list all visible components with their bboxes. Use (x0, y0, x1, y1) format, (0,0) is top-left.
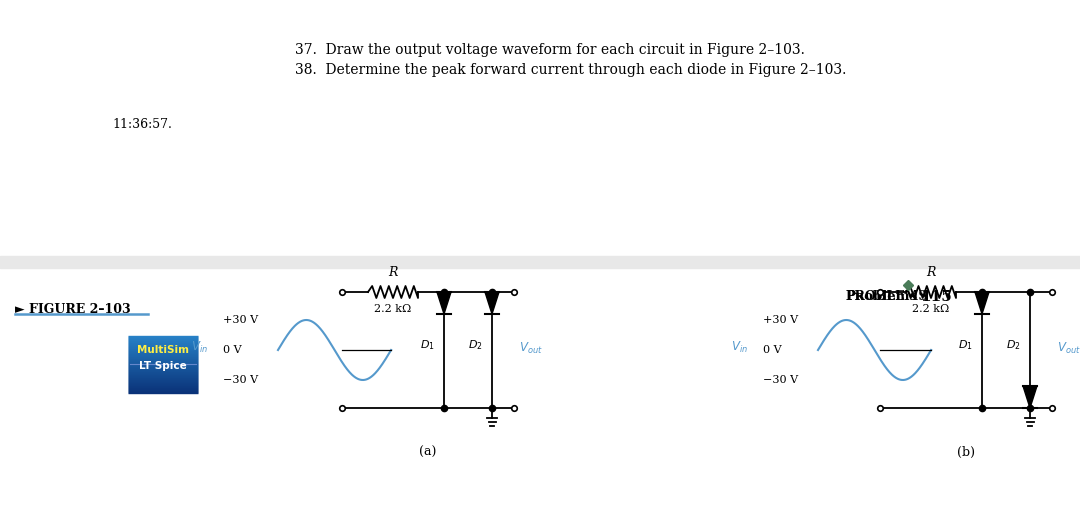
Text: ► FIGURE 2–103: ► FIGURE 2–103 (15, 303, 131, 316)
Text: $V_{in}$: $V_{in}$ (191, 339, 208, 354)
Text: PROBLEMS: PROBLEMS (845, 290, 928, 303)
Text: R: R (389, 266, 397, 279)
Polygon shape (437, 292, 451, 314)
Text: 11:36:57.: 11:36:57. (112, 118, 172, 131)
Text: R: R (927, 266, 935, 279)
Text: $D_1$: $D_1$ (958, 338, 973, 352)
Text: −30 V: −30 V (222, 375, 258, 385)
Text: (a): (a) (419, 446, 436, 459)
Polygon shape (1023, 386, 1037, 408)
Text: 0 V: 0 V (762, 345, 782, 355)
Text: $D_2$: $D_2$ (469, 338, 483, 352)
Text: +30 V: +30 V (762, 315, 798, 325)
Polygon shape (485, 292, 499, 314)
Text: 0 V: 0 V (222, 345, 242, 355)
Text: 2.2 kΩ: 2.2 kΩ (913, 304, 949, 314)
Text: $V_{out}$: $V_{out}$ (1057, 340, 1080, 355)
Text: +30 V: +30 V (222, 315, 258, 325)
Text: Pʀoblems: Pʀoblems (845, 290, 917, 303)
Text: 115: 115 (920, 290, 951, 304)
Text: $V_{out}$: $V_{out}$ (519, 340, 543, 355)
Polygon shape (975, 292, 989, 314)
Text: MultiSim: MultiSim (137, 345, 189, 355)
Text: (b): (b) (957, 446, 975, 459)
Bar (0, 256, 1080, 268)
Text: 38.  Determine the peak forward current through each diode in Figure 2–103.: 38. Determine the peak forward current t… (295, 63, 847, 77)
Text: $D_1$: $D_1$ (420, 338, 435, 352)
Text: −30 V: −30 V (762, 375, 798, 385)
Text: LT Spice: LT Spice (139, 361, 187, 371)
Text: 37.  Draw the output voltage waveform for each circuit in Figure 2–103.: 37. Draw the output voltage waveform for… (295, 43, 805, 57)
Text: $D_2$: $D_2$ (1007, 338, 1021, 352)
Text: $V_{in}$: $V_{in}$ (731, 339, 748, 354)
Text: 2.2 kΩ: 2.2 kΩ (375, 304, 411, 314)
